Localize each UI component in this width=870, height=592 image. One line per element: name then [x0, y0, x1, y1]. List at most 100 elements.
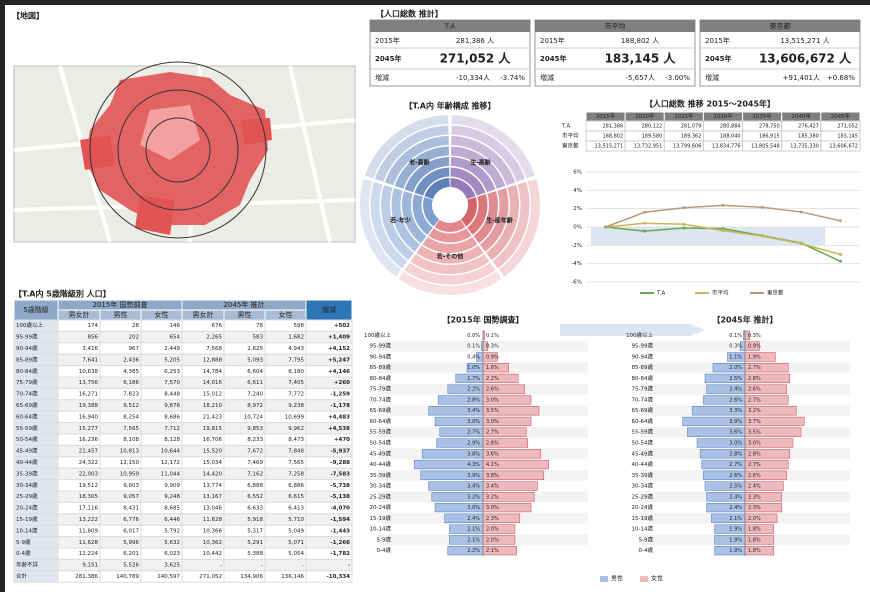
- ring-segment: [450, 167, 486, 196]
- bar-label: 3.9%: [729, 419, 742, 425]
- trend-cell-text: 185,380: [798, 134, 819, 140]
- table-text: 11,044: [161, 471, 181, 477]
- ring-segment: [450, 146, 506, 189]
- bar-label: 1.6%: [486, 365, 499, 371]
- table-text: 13,046: [203, 506, 223, 512]
- table-text: 60-64歳: [16, 412, 38, 420]
- table-text: -1,782: [330, 551, 350, 557]
- table-text: 25-29歳: [16, 492, 38, 500]
- table-text: 3,625: [164, 563, 180, 569]
- card-value: 13,515,271 人: [780, 37, 829, 45]
- table-text: 18,305: [79, 494, 99, 500]
- age-label: 25-29歳: [632, 492, 654, 500]
- trend-year: 2020年: [635, 112, 655, 120]
- bar-label: 0.3%: [729, 344, 742, 350]
- point: [838, 219, 842, 223]
- table-text: 5-9歳: [16, 538, 31, 546]
- age-label: 65-69歳: [632, 406, 654, 414]
- table-text: 6,552: [247, 494, 263, 500]
- table-text: 85-89歳: [16, 355, 38, 363]
- age-label: 5-9歳: [377, 535, 392, 543]
- table-text: -4,070: [330, 506, 350, 512]
- table-text: 10-14歳: [16, 526, 38, 534]
- table-text: 14,016: [203, 380, 223, 386]
- age-label: 100歳以上: [626, 331, 653, 339]
- ring-segment: [414, 167, 450, 196]
- table-text: 5,388: [247, 551, 263, 557]
- point: [799, 210, 803, 214]
- card-value: 188,802 人: [621, 37, 659, 45]
- table-text: +470: [334, 437, 350, 443]
- table-text: 5,526: [123, 563, 139, 569]
- age-label: 50-54歳: [632, 439, 654, 447]
- table-text: 598: [294, 323, 305, 329]
- table-text: 7,162: [247, 471, 263, 477]
- y-tick-label: 4%: [573, 188, 582, 194]
- bar-label: 3.7%: [748, 419, 761, 425]
- table-text: 5,996: [123, 540, 139, 546]
- shade: [591, 227, 825, 246]
- ring-segment: [451, 115, 536, 179]
- ring-segment: [404, 262, 496, 285]
- trend-cell-text: 13,735,330: [790, 144, 819, 150]
- bar-label: 3.5%: [748, 430, 761, 436]
- table-text: 5,054: [288, 551, 304, 557]
- trend-year: 2040年: [792, 112, 812, 120]
- bar-label: 2.8%: [748, 451, 761, 457]
- trend-cell-text: 13,805,548: [751, 144, 780, 150]
- point: [643, 229, 647, 233]
- trend-row-label: 市平均: [562, 132, 579, 140]
- table-text: 12,224: [79, 551, 99, 557]
- point: [604, 225, 608, 229]
- table-text: 35-39歳: [16, 469, 38, 477]
- table-text: 8,128: [164, 437, 180, 443]
- table-text: 5,093: [247, 357, 263, 363]
- table-title: 【T.A内 5歳階級別 人口】: [14, 289, 111, 299]
- trend-cell-text: 183,145: [837, 134, 858, 140]
- card-header: [700, 20, 860, 32]
- age-label: 65-69歳: [370, 406, 392, 414]
- table-text: -: [348, 563, 350, 569]
- table-head: 2015年 国勢調査: [92, 300, 147, 309]
- table-text: 16,940: [79, 414, 99, 420]
- change-value: -10,334人: [456, 74, 490, 82]
- age-label: 40-44歳: [370, 460, 392, 468]
- table-text: 7,712: [164, 426, 180, 432]
- table-cell: [181, 558, 225, 572]
- change-value: -5,657人: [625, 74, 655, 82]
- table-text: 30-34歳: [16, 481, 38, 489]
- table-text: 17,116: [79, 506, 99, 512]
- table-text: -10,334: [326, 574, 350, 580]
- bar-label: 2.8%: [729, 451, 742, 457]
- table-text: +260: [334, 380, 350, 386]
- table-subhead: 男女計: [69, 310, 90, 319]
- table-text: 5,792: [164, 528, 180, 534]
- bar-label: 2.5%: [729, 484, 742, 490]
- bar-label: 2.4%: [729, 494, 742, 500]
- table-text: 2,625: [247, 346, 263, 352]
- table-text: +1,409: [328, 335, 350, 341]
- card-value: 183,145 人: [605, 51, 677, 66]
- table-text: -5,138: [330, 494, 350, 500]
- table-text: 5,317: [247, 528, 263, 534]
- card-value: 281,386 人: [456, 37, 494, 45]
- bar-label: 3.6%: [729, 430, 742, 436]
- card-label: 2045年: [705, 54, 731, 63]
- ring-segment: [381, 185, 414, 261]
- bar-label: 2.0%: [748, 516, 761, 522]
- ring-segment: [450, 178, 476, 200]
- table-text: -1,178: [330, 403, 350, 409]
- ring-segment: [394, 146, 450, 189]
- bar-label: 3.4%: [486, 484, 499, 490]
- bar-label: 2.4%: [748, 484, 761, 490]
- point: [721, 203, 725, 207]
- table-text: 78: [256, 323, 263, 329]
- table-text: 6,615: [288, 494, 304, 500]
- table-text: 8,685: [164, 506, 180, 512]
- bar-label: 2.0%: [486, 527, 499, 533]
- table-text: 11,628: [203, 517, 223, 523]
- change-rate: -3.74%: [500, 74, 525, 82]
- table-text: 50-54歳: [16, 435, 38, 443]
- legend-label: 東京都: [767, 289, 784, 297]
- trend-cell-text: 13,834,776: [712, 144, 741, 150]
